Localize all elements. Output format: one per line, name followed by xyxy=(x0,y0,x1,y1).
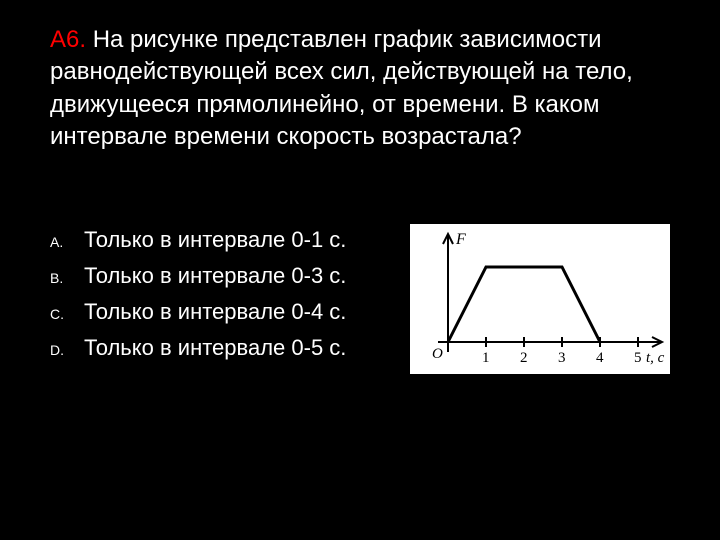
origin-label: O xyxy=(432,346,443,362)
answer-text: Только в интервале 0-5 с. xyxy=(84,335,346,361)
answer-item: C. Только в интервале 0-4 с. xyxy=(50,299,394,325)
x-axis-label: t, с xyxy=(646,350,665,366)
question-header: А6. На рисунке представлен график зависи… xyxy=(50,24,670,154)
x-tick-label: 4 xyxy=(596,350,604,366)
x-tick-label: 1 xyxy=(482,350,490,366)
answer-text: Только в интервале 0-1 с. xyxy=(84,227,346,253)
question-text: На рисунке представлен график зависимост… xyxy=(50,26,633,150)
chart-line xyxy=(448,267,600,342)
answer-letter: A. xyxy=(50,234,84,250)
answer-letter: B. xyxy=(50,270,84,286)
y-axis-label: F xyxy=(455,231,466,248)
answer-text: Только в интервале 0-3 с. xyxy=(84,263,346,289)
answer-letter: C. xyxy=(50,306,84,322)
x-tick-label: 2 xyxy=(520,350,528,366)
answer-item: B. Только в интервале 0-3 с. xyxy=(50,263,394,289)
question-label: А6. xyxy=(50,26,86,53)
content-row: A. Только в интервале 0-1 с. B. Только в… xyxy=(50,224,670,374)
force-time-chart: F O 1 2 3 4 5 t, с xyxy=(410,224,670,374)
answer-item: D. Только в интервале 0-5 с. xyxy=(50,335,394,361)
answer-item: A. Только в интервале 0-1 с. xyxy=(50,227,394,253)
x-tick-label: 5 xyxy=(634,350,642,366)
answers-list: A. Только в интервале 0-1 с. B. Только в… xyxy=(50,227,394,371)
answer-text: Только в интервале 0-4 с. xyxy=(84,299,346,325)
x-tick-label: 3 xyxy=(558,350,566,366)
chart-svg: F O 1 2 3 4 5 t, с xyxy=(410,224,670,374)
answer-letter: D. xyxy=(50,342,84,358)
